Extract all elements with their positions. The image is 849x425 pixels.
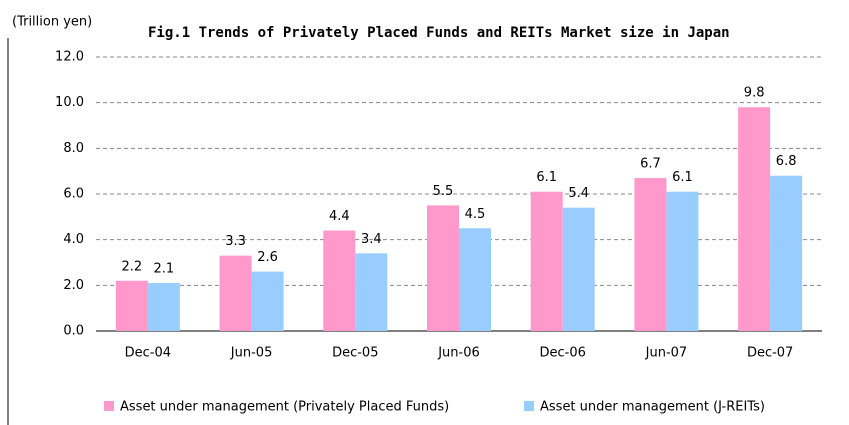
- x-tick-label: Jun-07: [645, 346, 688, 361]
- data-label: 6.1: [536, 170, 557, 185]
- data-label: 3.3: [225, 234, 246, 249]
- x-tick-label: Dec-04: [125, 346, 171, 361]
- bar: [427, 205, 459, 331]
- y-tick-label: 2.0: [63, 278, 84, 293]
- y-axis-label: (Trillion yen): [12, 15, 92, 30]
- x-tick-label: Dec-06: [540, 346, 586, 361]
- bar: [562, 207, 595, 331]
- bar: [147, 283, 180, 331]
- bar: [323, 230, 356, 331]
- bar: [459, 228, 491, 331]
- data-label: 5.4: [568, 186, 589, 201]
- data-label: 2.1: [154, 262, 175, 277]
- bar: [219, 255, 252, 331]
- data-label: 2.6: [257, 250, 278, 265]
- bar: [530, 191, 563, 331]
- legend-label: Asset under management (Privately Placed…: [120, 400, 449, 415]
- chart-title: Fig.1 Trends of Privately Placed Funds a…: [148, 25, 730, 41]
- bar: [115, 280, 148, 331]
- data-label: 2.2: [122, 259, 143, 274]
- data-label: 4.5: [465, 207, 486, 222]
- x-tick-label: Dec-05: [332, 346, 378, 361]
- bar: [738, 107, 771, 331]
- legend-label: Asset under management (J-REITs): [540, 400, 765, 415]
- x-tick-label: Dec-07: [747, 346, 793, 361]
- data-label: 6.8: [776, 154, 797, 169]
- data-label: 5.5: [433, 184, 454, 199]
- data-label: 4.4: [329, 209, 350, 224]
- y-tick-label: 0.0: [63, 324, 84, 339]
- bar: [251, 271, 284, 331]
- bar: [634, 178, 667, 331]
- bar: [355, 253, 388, 331]
- y-tick-label: 4.0: [63, 232, 84, 247]
- bar: [770, 175, 803, 331]
- data-label: 3.4: [361, 232, 382, 247]
- data-label: 6.7: [640, 157, 661, 172]
- legend-swatch: [524, 401, 534, 411]
- bar: [666, 191, 699, 331]
- y-tick-label: 10.0: [55, 95, 84, 110]
- x-tick-label: Jun-05: [230, 346, 273, 361]
- x-tick-label: Jun-06: [437, 346, 480, 361]
- y-tick-label: 8.0: [63, 141, 84, 156]
- data-label: 6.1: [672, 170, 693, 185]
- data-label: 9.8: [744, 86, 765, 101]
- legend-swatch: [104, 401, 114, 411]
- y-tick-label: 6.0: [63, 187, 84, 202]
- y-tick-label: 12.0: [55, 50, 84, 65]
